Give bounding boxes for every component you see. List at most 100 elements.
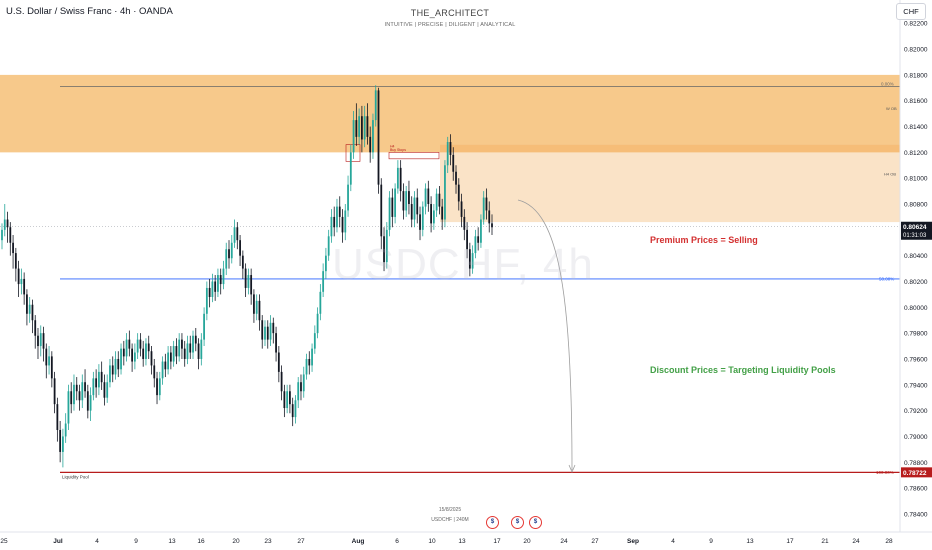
candle-body — [352, 120, 355, 153]
candle-body — [421, 206, 424, 230]
candle-body — [236, 227, 239, 241]
currency-button[interactable]: CHF — [896, 3, 926, 20]
candle-body — [197, 343, 200, 359]
candle-body — [297, 382, 300, 401]
candle-body — [300, 382, 302, 392]
h4-ob-zone — [440, 144, 900, 223]
candle-body — [75, 384, 78, 392]
candle-body — [377, 90, 380, 185]
candle-body — [333, 216, 336, 228]
x-tick-label: Aug — [352, 538, 365, 545]
fib-100-label: 100.00% — [876, 470, 894, 475]
candle-body — [308, 358, 311, 366]
y-tick-label: 0.79600 — [904, 356, 928, 363]
discount-note: Discount Prices = Targeting Liquidity Po… — [650, 365, 836, 375]
candle-body — [39, 333, 42, 347]
candle-body — [341, 216, 344, 233]
candle-body — [31, 304, 34, 321]
x-tick-label: Jul — [53, 538, 63, 545]
y-tick-label: 0.78400 — [904, 511, 928, 518]
x-tick-label: 24 — [852, 538, 860, 545]
candle-body — [186, 343, 189, 359]
candle-body — [194, 335, 197, 344]
candle-body — [86, 391, 89, 411]
us-flag-event-icon[interactable]: $ — [511, 516, 524, 529]
candle-body — [109, 365, 111, 383]
candle-body — [324, 255, 327, 272]
buy-stops-label: H4 — [390, 144, 395, 148]
candle-body — [372, 120, 374, 153]
price-scale[interactable] — [900, 0, 932, 532]
us-flag-event-icon[interactable]: $ — [486, 516, 499, 529]
candle-body — [358, 116, 361, 137]
time-scale[interactable] — [0, 532, 932, 550]
author-tagline: INTUITIVE | PRECISE | DILIGENT | ANALYTI… — [384, 22, 516, 28]
candle-body — [344, 210, 347, 233]
fib-50-label: 50.00% — [879, 276, 894, 281]
y-tick-label: 0.79200 — [904, 408, 928, 415]
us-flag-event-icon[interactable]: $ — [529, 516, 542, 529]
candle-body — [12, 242, 14, 254]
candle-body — [327, 236, 330, 256]
candle-body — [319, 291, 322, 314]
candle-body — [466, 229, 468, 250]
candle-body — [59, 429, 62, 452]
y-tick-label: 0.80400 — [904, 253, 928, 260]
candle-body — [349, 152, 352, 185]
candle-body — [203, 313, 205, 340]
symbol-title[interactable]: U.S. Dollar / Swiss Franc · 4h · OANDA — [6, 6, 173, 17]
y-tick-label: 0.79000 — [904, 434, 928, 441]
x-tick-label: 25 — [0, 538, 8, 545]
candle-body — [230, 242, 233, 259]
candle-body — [432, 210, 435, 224]
h4-ob-edge — [440, 144, 900, 153]
candle-body — [106, 382, 109, 398]
x-tick-label: 16 — [197, 538, 205, 545]
y-tick-label: 0.80000 — [904, 305, 928, 312]
candle-body — [26, 294, 28, 314]
candle-body — [183, 348, 186, 359]
candle-body — [117, 358, 120, 370]
candle-body — [1, 229, 3, 241]
x-tick-label: 20 — [523, 538, 531, 545]
candle-body — [272, 322, 275, 334]
symbol-stamp: USDCHF | 240M — [431, 517, 469, 523]
x-tick-label: 27 — [591, 538, 599, 545]
candle-body — [369, 136, 372, 153]
x-tick-label: 13 — [168, 538, 176, 545]
candle-body — [427, 188, 430, 205]
candle-body — [247, 275, 250, 288]
candle-body — [402, 191, 405, 211]
candle-body — [363, 116, 366, 140]
candle-body — [444, 165, 446, 220]
candle-body — [131, 348, 134, 362]
x-tick-label: 17 — [786, 538, 794, 545]
candle-body — [261, 320, 264, 340]
candle-body — [70, 391, 73, 405]
x-tick-label: 6 — [395, 538, 399, 545]
date-stamp: 15/8/2025 — [438, 507, 462, 513]
candle-body — [217, 275, 219, 292]
candle-body — [50, 356, 53, 379]
candle-body — [28, 304, 31, 314]
candle-body — [222, 268, 225, 285]
candle-body — [416, 197, 419, 215]
candle-body — [316, 313, 319, 334]
candle-body — [158, 378, 161, 396]
candle-body — [264, 326, 266, 340]
candle-body — [396, 167, 399, 189]
candle-body — [394, 188, 397, 217]
candle-body — [142, 348, 145, 359]
candle-body — [56, 404, 59, 430]
candle-body — [269, 322, 272, 340]
candle-body — [468, 249, 471, 269]
y-tick-label: 0.82000 — [904, 47, 928, 54]
candle-body — [67, 391, 70, 424]
x-tick-label: 9 — [709, 538, 713, 545]
candle-body — [430, 204, 432, 224]
candle-body — [233, 227, 236, 243]
candle-body — [305, 358, 308, 375]
candle-body — [424, 188, 427, 207]
